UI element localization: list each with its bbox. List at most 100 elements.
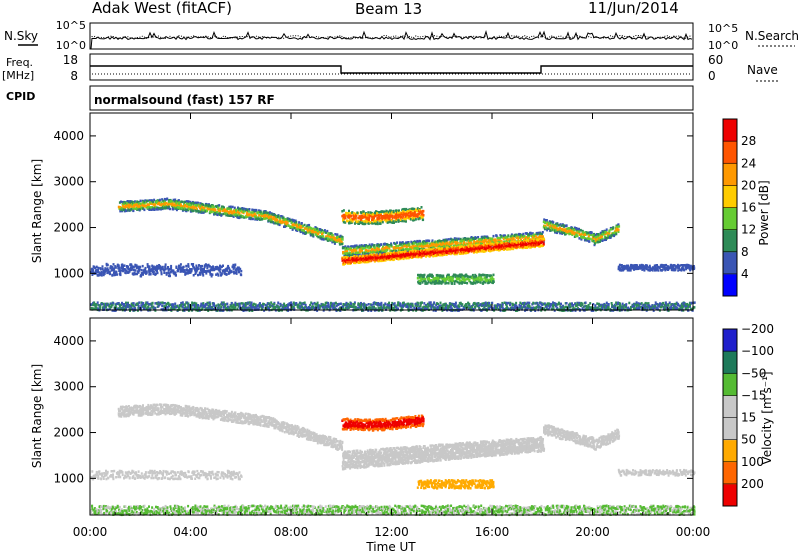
echo-cell: [564, 232, 566, 235]
echo-cell: [462, 242, 465, 245]
echo-cell: [117, 264, 120, 267]
echo-cell: [445, 281, 448, 285]
echo-cell: [231, 265, 234, 269]
echo-cell: [538, 241, 541, 244]
echo-cell: [461, 243, 464, 246]
echo-cell: [163, 197, 166, 201]
echo-cell: [153, 198, 156, 202]
echo-cell: [173, 205, 176, 209]
echo-cell: [194, 271, 197, 274]
echo-cell: [546, 228, 549, 232]
echo-cell: [483, 280, 486, 284]
echo-cell: [149, 268, 152, 272]
echo-cell: [384, 211, 387, 214]
echo-cell: [324, 237, 327, 241]
echo-cell: [229, 214, 231, 217]
echo-cell: [404, 250, 407, 253]
echo-cell: [460, 252, 463, 255]
echo-cell: [428, 239, 431, 243]
echo-cell: [342, 209, 345, 212]
echo-cell: [464, 238, 467, 241]
echo-cell: [438, 276, 441, 280]
echo-cell: [143, 271, 146, 274]
echo-cell: [376, 221, 379, 224]
echo-cell: [214, 212, 217, 215]
echo-cell: [608, 230, 611, 233]
echo-cell: [345, 219, 348, 223]
echo-cell: [547, 222, 550, 226]
echo-cell: [466, 249, 469, 252]
echo-cell: [459, 279, 461, 282]
echo-cell: [232, 215, 235, 218]
echo-cell: [596, 235, 599, 239]
echo-cell: [149, 202, 152, 205]
echo-cell: [116, 273, 118, 276]
echo-cell: [583, 236, 585, 239]
echo-cell: [498, 246, 501, 250]
echo-cell: [608, 231, 611, 235]
echo-cell: [410, 248, 413, 251]
echo-cell: [414, 247, 417, 250]
echo-cell: [272, 221, 275, 224]
echo-cell: [357, 216, 360, 220]
echo-cell: [555, 224, 558, 227]
echo-cell: [99, 267, 102, 270]
echo-cell: [499, 237, 502, 240]
echo-cell: [208, 207, 211, 210]
echo-cell: [477, 276, 480, 279]
echo-cell: [514, 233, 517, 237]
echo-cell: [331, 238, 334, 241]
echo-cell: [436, 282, 438, 285]
echo-cell: [458, 273, 461, 276]
echo-cell: [140, 203, 143, 207]
echo-cell: [300, 222, 303, 225]
echo-cell: [451, 282, 453, 285]
echo-cell: [468, 275, 471, 279]
echo-cell: [299, 230, 302, 234]
echo-cell: [395, 215, 398, 218]
echo-cell: [164, 265, 167, 269]
echo-cell: [583, 231, 586, 234]
echo-cell: [123, 200, 126, 204]
echo-cell: [467, 277, 470, 281]
echo-cell: [206, 270, 209, 273]
echo-cell: [237, 266, 240, 269]
echo-cell: [453, 237, 456, 240]
echo-cell: [203, 206, 206, 209]
echo-cell: [406, 251, 409, 255]
echo-cell: [618, 263, 621, 267]
echo-cell: [131, 267, 134, 270]
echo-cell: [536, 238, 539, 241]
echo-cell: [493, 240, 496, 243]
echo-cell: [92, 269, 95, 272]
echo-cell: [417, 247, 420, 251]
echo-cell: [508, 239, 511, 243]
echo-cell: [211, 205, 214, 208]
echo-cell: [115, 270, 118, 274]
echo-cell: [184, 271, 187, 274]
echo-cell: [210, 275, 213, 278]
echo-cell: [500, 240, 503, 243]
echo-cell: [396, 246, 399, 250]
echo-cell: [437, 253, 440, 256]
echo-cell: [422, 245, 425, 249]
echo-cell: [100, 274, 103, 277]
echo-cell: [258, 218, 261, 221]
echo-cell: [511, 237, 514, 240]
echo-cell: [248, 210, 251, 213]
echo-cell: [141, 264, 144, 268]
echo-cell: [614, 231, 617, 234]
echo-cell: [125, 205, 128, 209]
echo-cell: [162, 202, 165, 206]
echo-cell: [395, 212, 398, 216]
echo-cell: [185, 268, 188, 271]
echo-cell: [311, 234, 314, 237]
echo-cell: [541, 240, 544, 243]
echo-cell: [104, 268, 107, 272]
echo-cell: [452, 276, 454, 279]
echo-cell: [317, 232, 320, 236]
echo-cell: [209, 271, 212, 274]
echo-cell: [232, 270, 235, 273]
echo-cell: [177, 206, 180, 209]
echo-cell: [192, 265, 195, 269]
